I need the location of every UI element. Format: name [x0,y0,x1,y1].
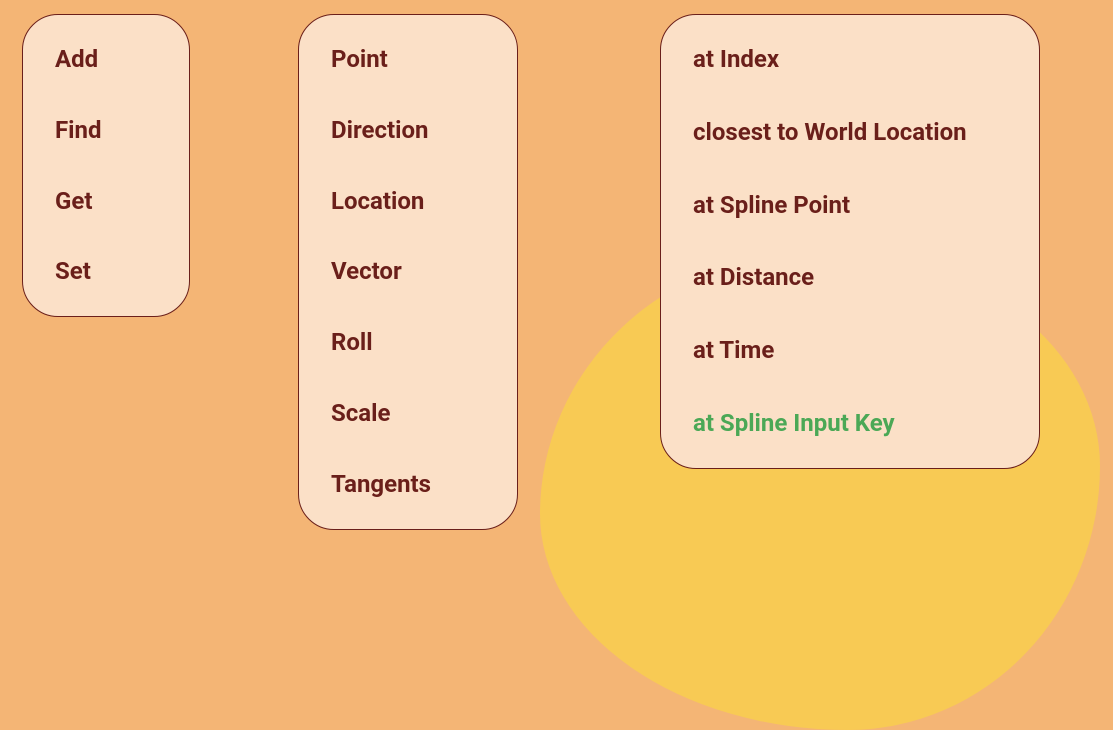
actions-item[interactable]: Get [55,187,157,216]
properties-item[interactable]: Location [331,187,485,216]
actions-item[interactable]: Find [55,116,157,145]
properties-item[interactable]: Vector [331,257,485,286]
properties-item[interactable]: Point [331,45,485,74]
panel-qualifiers: at Index closest to World Location at Spli… [660,14,1040,469]
properties-item[interactable]: Roll [331,328,485,357]
properties-item[interactable]: Scale [331,399,485,428]
qualifiers-item[interactable]: at Spline Point [693,191,1007,220]
actions-item[interactable]: Set [55,257,157,286]
properties-item[interactable]: Direction [331,116,485,145]
actions-item[interactable]: Add [55,45,157,74]
panel-properties: Point Direction Location Vector Roll Scale Tan… [298,14,518,530]
panel-actions: Add Find Get Set [22,14,190,317]
properties-item[interactable]: Tangents [331,470,485,499]
qualifiers-item[interactable]: at Spline Input Key [693,409,1007,438]
qualifiers-item[interactable]: at Time [693,336,1007,365]
qualifiers-item[interactable]: closest to World Location [693,118,1007,147]
qualifiers-item[interactable]: at Index [693,45,1007,74]
qualifiers-item[interactable]: at Distance [693,263,1007,292]
